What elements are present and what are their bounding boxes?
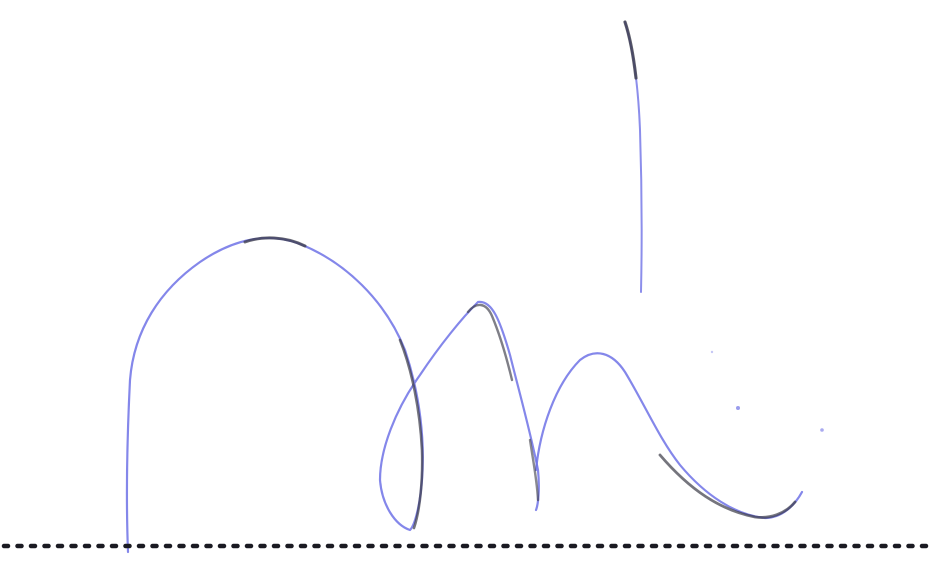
signature-stroke-peak-dark <box>466 303 514 382</box>
signature-stroke-vertical-dark <box>623 20 638 80</box>
signature-dot <box>820 428 824 432</box>
signature-stroke-arch-dark <box>243 236 307 248</box>
signature-dot <box>710 350 714 354</box>
signature-stroke-arch <box>125 236 540 554</box>
signature-stroke-hump <box>534 352 804 520</box>
signature-stroke-center-dark <box>528 438 540 502</box>
signature-stroke-hump-dark <box>658 453 797 519</box>
signature-dotted-line <box>1 543 932 549</box>
signature-stroke-arch-dark-2 <box>398 338 424 530</box>
signature-dot <box>736 406 740 410</box>
